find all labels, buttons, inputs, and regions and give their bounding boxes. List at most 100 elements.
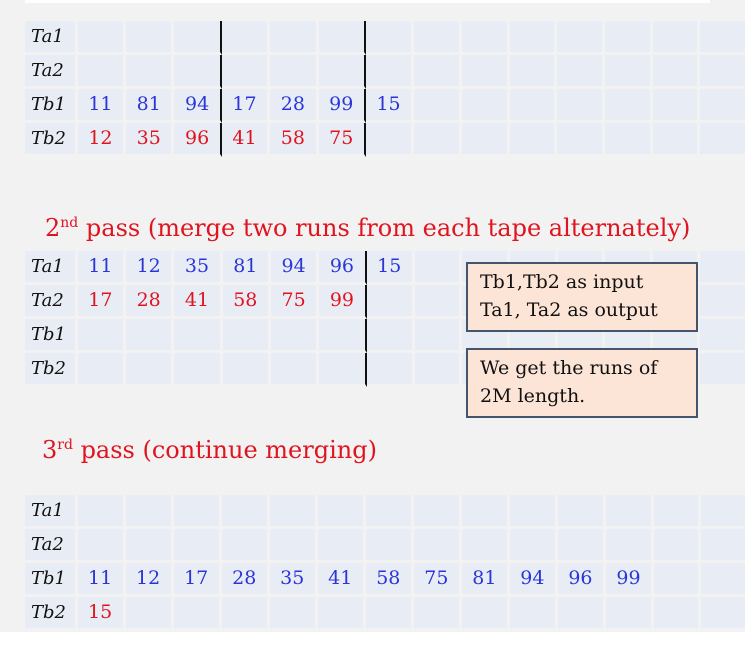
tape-cell: 35 bbox=[269, 563, 318, 597]
tape-cell bbox=[317, 597, 366, 631]
tape-cell bbox=[557, 495, 606, 529]
tape-cell bbox=[125, 495, 174, 529]
tape-cell bbox=[509, 495, 558, 529]
tape-row-ta2: Ta2 bbox=[25, 529, 745, 563]
tape-cell bbox=[509, 55, 558, 89]
tape-cell bbox=[700, 563, 745, 597]
tape-cell: 81 bbox=[126, 89, 175, 123]
tape-cell bbox=[77, 495, 126, 529]
tape-cell bbox=[365, 597, 414, 631]
tape-cell: 58 bbox=[270, 123, 319, 157]
tape-cell bbox=[509, 597, 558, 631]
tape-cell bbox=[174, 353, 223, 387]
tape-label: Ta2 bbox=[25, 55, 78, 89]
tape-cell bbox=[461, 529, 510, 563]
tape-cell: 41 bbox=[221, 123, 271, 157]
tape-cell bbox=[652, 123, 701, 157]
pass2-heading: 2nd pass (merge two runs from each tape … bbox=[45, 214, 691, 242]
tape-cell bbox=[173, 495, 222, 529]
tape-cell bbox=[270, 21, 319, 55]
tape-cell bbox=[509, 89, 558, 123]
tape-cell bbox=[700, 251, 745, 285]
tape-cell bbox=[365, 55, 415, 89]
runs-note-box: We get the runs of 2M length. bbox=[466, 348, 698, 418]
tape-label: Ta1 bbox=[25, 251, 78, 285]
tape-cell bbox=[605, 529, 654, 563]
tape-cell: 17 bbox=[221, 89, 271, 123]
tape-cell bbox=[317, 495, 366, 529]
tape-cell bbox=[700, 123, 745, 157]
tape-cell bbox=[700, 55, 745, 89]
tape-cell bbox=[174, 55, 222, 89]
tape-cell bbox=[222, 353, 271, 387]
tape-cell bbox=[77, 55, 127, 89]
tape-cell bbox=[700, 285, 745, 319]
tape-cell bbox=[365, 495, 414, 529]
tape-cell bbox=[700, 529, 745, 563]
tape-cell bbox=[125, 597, 174, 631]
tape-row-tb1: Tb1 11 12 17 28 35 41 58 75 81 94 96 99 bbox=[25, 563, 745, 597]
tape-cell bbox=[461, 495, 510, 529]
pass3-heading: 3rd pass (continue merging) bbox=[42, 436, 377, 464]
tape-label: Tb1 bbox=[25, 319, 78, 353]
tape-cell: 75 bbox=[270, 285, 320, 319]
tape-cell: 99 bbox=[318, 89, 366, 123]
tape-label: Tb1 bbox=[25, 89, 78, 123]
tape-cell bbox=[413, 597, 462, 631]
tape-cell bbox=[509, 21, 558, 55]
tape-cell bbox=[366, 353, 415, 387]
tape-cell bbox=[319, 353, 367, 387]
tape-cell bbox=[174, 319, 223, 353]
tape-cell bbox=[461, 55, 510, 89]
note-line: Tb1,Tb2 as input bbox=[480, 271, 644, 293]
tape-cell bbox=[700, 319, 745, 353]
tape-cell bbox=[413, 529, 462, 563]
tape-cell bbox=[365, 529, 414, 563]
tape-cell: 94 bbox=[509, 563, 558, 597]
tape-cell: 11 bbox=[77, 89, 127, 123]
tape-cell bbox=[414, 21, 462, 55]
tape-cell: 41 bbox=[317, 563, 366, 597]
tape-label: Ta2 bbox=[25, 529, 78, 563]
tape-cell bbox=[173, 529, 222, 563]
tape-cell: 96 bbox=[319, 251, 367, 285]
tape-cell bbox=[221, 21, 271, 55]
io-note-box: Tb1,Tb2 as input Ta1, Ta2 as output bbox=[466, 262, 698, 332]
tape-cell bbox=[269, 529, 318, 563]
tape-cell bbox=[700, 21, 745, 55]
tape-cell bbox=[652, 21, 701, 55]
tape-cell bbox=[557, 123, 605, 157]
tape-cell bbox=[317, 529, 366, 563]
tape-cell: 28 bbox=[221, 563, 270, 597]
tape-cell bbox=[126, 55, 175, 89]
tape-cell bbox=[414, 89, 462, 123]
tape-cell bbox=[700, 597, 745, 631]
tape-cell bbox=[652, 55, 701, 89]
tape-cell bbox=[413, 495, 462, 529]
tape-cell bbox=[270, 55, 319, 89]
tape-cell bbox=[222, 319, 271, 353]
tape-cell bbox=[365, 21, 415, 55]
tape-cell bbox=[509, 529, 558, 563]
tape-label: Ta1 bbox=[25, 495, 78, 529]
tape-cell bbox=[221, 529, 270, 563]
bottom-bar bbox=[0, 632, 745, 645]
tape-cell: 28 bbox=[270, 89, 319, 123]
pass3-tape-table: Ta1 Ta2 Tb1 11 12 17 28 35 41 58 75 81 94 96 99 Tb2 15 bbox=[25, 495, 745, 631]
tape-cell: 35 bbox=[174, 251, 223, 285]
tape-cell bbox=[77, 319, 127, 353]
tape-cell: 75 bbox=[318, 123, 366, 157]
tape-cell bbox=[557, 55, 605, 89]
tape-row-ta1: Ta1 bbox=[25, 495, 745, 529]
tape-cell bbox=[604, 55, 653, 89]
tape-cell bbox=[557, 529, 606, 563]
tape-cell bbox=[414, 251, 463, 285]
tape-cell: 17 bbox=[173, 563, 222, 597]
tape-cell: 28 bbox=[126, 285, 175, 319]
tape-cell: 17 bbox=[77, 285, 127, 319]
tape-cell: 11 bbox=[77, 563, 126, 597]
tape-cell: 96 bbox=[557, 563, 606, 597]
tape-cell: 96 bbox=[174, 123, 222, 157]
tape-cell: 15 bbox=[365, 89, 415, 123]
tape-cell bbox=[221, 495, 270, 529]
